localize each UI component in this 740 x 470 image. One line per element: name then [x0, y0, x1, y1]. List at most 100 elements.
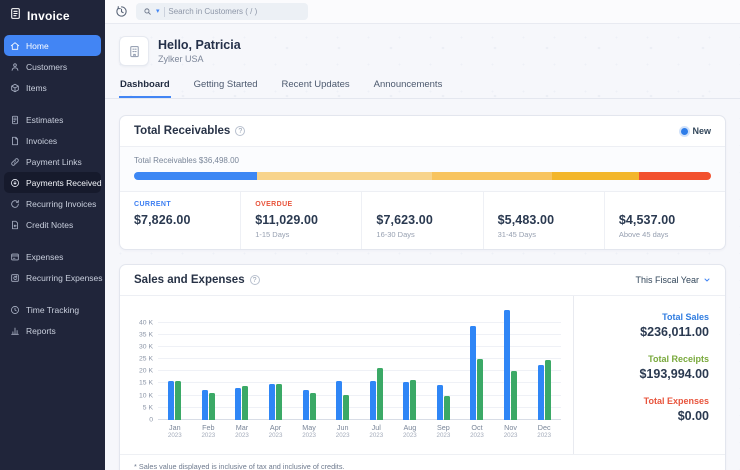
- sales-bar-oct: [470, 326, 476, 420]
- payments-received-icon: [10, 178, 20, 188]
- receipts-bar-jan: [175, 381, 181, 420]
- sidebar-item-reports[interactable]: Reports: [4, 320, 101, 341]
- x-label-jun: Jun2023: [326, 423, 360, 440]
- search-input[interactable]: [168, 7, 301, 16]
- bar-group-jun: [326, 308, 360, 420]
- receivables-summary: Total Receivables $36,498.00: [134, 156, 711, 165]
- search-divider: [164, 7, 165, 17]
- search-box[interactable]: ▾: [136, 3, 308, 20]
- receivables-help-icon[interactable]: ?: [235, 126, 245, 136]
- estimates-icon: [10, 115, 20, 125]
- invoice-logo-icon: [9, 7, 22, 25]
- sidebar-item-home[interactable]: Home: [4, 35, 101, 56]
- x-label-jul: Jul2023: [359, 423, 393, 440]
- bar-group-dec: [527, 308, 561, 420]
- customers-icon: [10, 62, 20, 72]
- sales-bar-jan: [168, 381, 174, 420]
- sales-bar-feb: [202, 390, 208, 420]
- sales-bar-aug: [403, 382, 409, 420]
- topbar: ▾: [105, 0, 740, 24]
- sales-bar-jun: [336, 381, 342, 420]
- sidebar-item-payments-received[interactable]: Payments Received +: [4, 172, 101, 193]
- main-area: ▾ Hello, Patricia Zylker USA Dashboard G…: [105, 0, 740, 470]
- app-logo: Invoice: [0, 0, 105, 33]
- history-icon[interactable]: [115, 5, 128, 18]
- receivables-col-above-45: $4,537.00 Above 45 days: [604, 192, 725, 249]
- aging-segment-overdue-above-45: [639, 172, 711, 180]
- receivables-breakdown: CURRENT $7,826.00 OVERDUE $11,029.00 1-1…: [120, 192, 725, 249]
- items-icon: [10, 83, 20, 93]
- sidebar-item-credit-notes[interactable]: Credit Notes: [4, 214, 101, 235]
- sidebar-item-invoices[interactable]: Invoices: [4, 130, 101, 151]
- bar-group-nov: [494, 308, 528, 420]
- sidebar-item-expenses[interactable]: Expenses: [4, 246, 101, 267]
- sales-bar-may: [303, 390, 309, 420]
- x-label-jan: Jan2023: [158, 423, 192, 440]
- credit-notes-icon: [10, 220, 20, 230]
- x-label-feb: Feb2023: [192, 423, 226, 440]
- sales-footnote: * Sales value displayed is inclusive of …: [120, 454, 725, 470]
- receipts-bar-sep: [444, 396, 450, 420]
- search-icon: [143, 7, 152, 16]
- aging-segment-overdue-16-30: [432, 172, 553, 180]
- app-title: Invoice: [27, 9, 70, 23]
- x-label-nov: Nov2023: [494, 423, 528, 440]
- chart-plot: [158, 308, 567, 420]
- total-sales-value: $236,011.00: [590, 325, 709, 339]
- x-label-dec: Dec2023: [527, 423, 561, 440]
- org-name: Zylker USA: [158, 54, 241, 64]
- tab-dashboard[interactable]: Dashboard: [119, 72, 171, 98]
- sidebar-item-estimates[interactable]: Estimates: [4, 109, 101, 130]
- x-label-oct: Oct2023: [460, 423, 494, 440]
- search-scope-caret-icon[interactable]: ▾: [156, 8, 160, 15]
- x-label-mar: Mar2023: [225, 423, 259, 440]
- tab-recent-updates[interactable]: Recent Updates: [281, 72, 351, 98]
- bar-group-may: [292, 308, 326, 420]
- x-label-sep: Sep2023: [427, 423, 461, 440]
- new-badge-dot-icon: [681, 128, 688, 135]
- app-window: Invoice Home Customers Items Estimates: [0, 0, 740, 470]
- dashboard-tabs: Dashboard Getting Started Recent Updates…: [105, 72, 740, 99]
- expenses-icon: [10, 252, 20, 262]
- sales-bar-nov: [504, 310, 510, 420]
- sidebar-item-items[interactable]: Items: [4, 77, 101, 98]
- sales-expenses-help-icon[interactable]: ?: [250, 275, 260, 285]
- sales-bar-sep: [437, 385, 443, 420]
- chart-y-axis: 05 K10 K15 K20 K25 K30 K35 K40 K: [130, 308, 158, 420]
- total-expenses-label: Total Expenses: [590, 396, 709, 406]
- bar-group-feb: [192, 308, 226, 420]
- receivables-title: Total Receivables: [134, 125, 230, 137]
- bar-group-sep: [427, 308, 461, 420]
- sales-expenses-card: Sales and Expenses ? This Fiscal Year 05…: [119, 264, 726, 470]
- sidebar-item-customers[interactable]: Customers: [4, 56, 101, 77]
- invoices-icon: [10, 136, 20, 146]
- receipts-bar-dec: [545, 360, 551, 420]
- org-avatar: [119, 36, 149, 66]
- tab-getting-started[interactable]: Getting Started: [193, 72, 259, 98]
- receipts-bar-aug: [410, 380, 416, 420]
- bar-group-mar: [225, 308, 259, 420]
- receivables-col-current: CURRENT $7,826.00: [120, 192, 240, 249]
- tab-announcements[interactable]: Announcements: [373, 72, 444, 98]
- sidebar-item-payment-links[interactable]: Payment Links: [4, 151, 101, 172]
- receivables-aging-bar: [134, 172, 711, 180]
- total-receipts-value: $193,994.00: [590, 367, 709, 381]
- bar-group-oct: [460, 308, 494, 420]
- building-icon: [127, 44, 142, 59]
- bar-group-apr: [259, 308, 293, 420]
- sidebar-item-recurring-invoices[interactable]: Recurring Invoices: [4, 193, 101, 214]
- fiscal-year-dropdown[interactable]: This Fiscal Year: [635, 275, 711, 285]
- dashboard-content: Hello, Patricia Zylker USA Dashboard Get…: [105, 24, 740, 470]
- sidebar-item-time-tracking[interactable]: Time Tracking: [4, 299, 101, 320]
- reports-icon: [10, 326, 20, 336]
- aging-segment-overdue-1-15: [257, 172, 431, 180]
- x-label-aug: Aug2023: [393, 423, 427, 440]
- bar-group-jul: [359, 308, 393, 420]
- total-receipts-label: Total Receipts: [590, 354, 709, 364]
- receivables-col-16-30: $7,623.00 16-30 Days: [361, 192, 482, 249]
- receipts-bar-mar: [242, 386, 248, 420]
- sidebar-item-recurring-expenses[interactable]: Recurring Expenses: [4, 267, 101, 288]
- recurring-invoices-icon: [10, 199, 20, 209]
- sales-bar-apr: [269, 384, 275, 420]
- receipts-bar-jun: [343, 395, 349, 420]
